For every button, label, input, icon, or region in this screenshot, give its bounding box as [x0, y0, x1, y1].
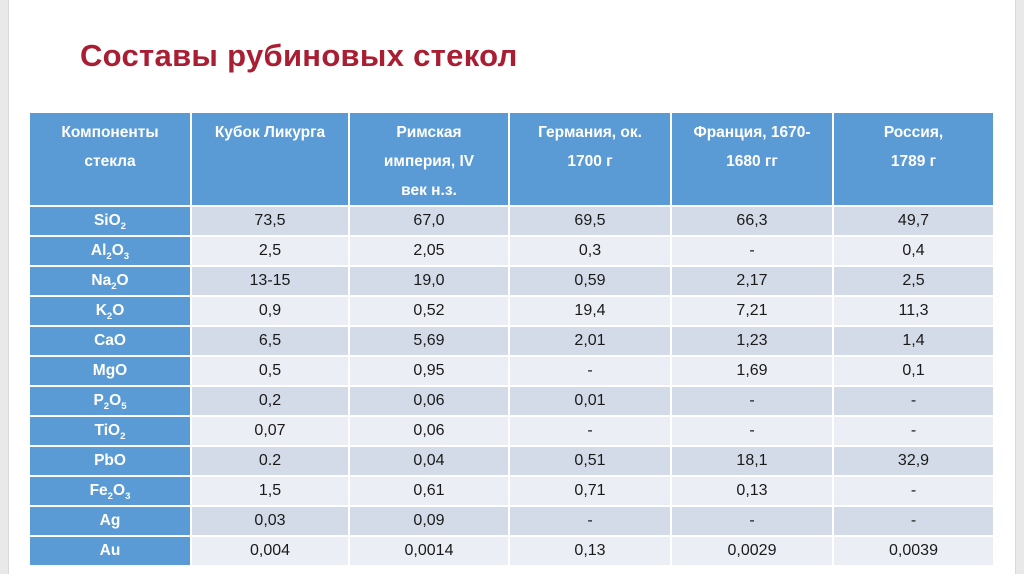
- value-cell: 0,04: [350, 447, 508, 475]
- value-cell: 19,0: [350, 267, 508, 295]
- value-cell: 0,5: [192, 357, 348, 385]
- value-cell: -: [672, 417, 832, 445]
- value-cell: 0,2: [192, 387, 348, 415]
- table-row: MgO 0,5 0,95-1,69 0,1: [30, 357, 993, 385]
- table-row: P2O5 0,2 0,06 0,01- -: [30, 387, 993, 415]
- component-cell: Au: [30, 537, 190, 565]
- value-cell: 0,06: [350, 387, 508, 415]
- value-cell: 0,4: [834, 237, 993, 265]
- value-cell: 2,05: [350, 237, 508, 265]
- value-cell: 49,7: [834, 207, 993, 235]
- table-row: Ag 0,03 0,09- - -: [30, 507, 993, 535]
- value-cell: 2,01: [510, 327, 670, 355]
- page-title: Составы рубиновых стекол: [80, 38, 518, 73]
- value-cell: 0,9: [192, 297, 348, 325]
- value-cell: 1,69: [672, 357, 832, 385]
- table-row: CaO 6,5 5,69 2,01 1,23 1,4: [30, 327, 993, 355]
- value-cell: -: [672, 507, 832, 535]
- table-row: K2O 0,9 0,52 19,4 7,21 11,3: [30, 297, 993, 325]
- value-cell: 7,21: [672, 297, 832, 325]
- value-cell: 0,004: [192, 537, 348, 565]
- table-row: TiO2 0,07 0,06- - -: [30, 417, 993, 445]
- column-header: Франция, 1670- 1680 гг: [672, 113, 832, 205]
- component-cell: MgO: [30, 357, 190, 385]
- value-cell: 1,4: [834, 327, 993, 355]
- value-cell: 2,17: [672, 267, 832, 295]
- value-cell: 6,5: [192, 327, 348, 355]
- value-cell: 0.2: [192, 447, 348, 475]
- composition-table: Компоненты стекла Кубок Ликурга Римская им…: [28, 111, 995, 567]
- value-cell: -: [672, 237, 832, 265]
- value-cell: -: [510, 357, 670, 385]
- value-cell: 19,4: [510, 297, 670, 325]
- component-cell: SiO2: [30, 207, 190, 235]
- table-body: SiO2 73,5 67,0 69,5 66,3 49,7 Al2O3 2,5 2,05 0,3-…: [30, 207, 993, 565]
- value-cell: -: [834, 477, 993, 505]
- component-cell: PbO: [30, 447, 190, 475]
- column-header: Германия, ок. 1700 г: [510, 113, 670, 205]
- column-header: Кубок Ликурга: [192, 113, 348, 205]
- component-cell: Al2O3: [30, 237, 190, 265]
- value-cell: 1,23: [672, 327, 832, 355]
- component-cell: TiO2: [30, 417, 190, 445]
- component-cell: Fe2O3: [30, 477, 190, 505]
- value-cell: 0,03: [192, 507, 348, 535]
- value-cell: 13-15: [192, 267, 348, 295]
- value-cell: -: [510, 417, 670, 445]
- value-cell: 5,69: [350, 327, 508, 355]
- value-cell: 0,07: [192, 417, 348, 445]
- component-cell: Na2O: [30, 267, 190, 295]
- column-header: Компоненты стекла: [30, 113, 190, 205]
- value-cell: 0,0039: [834, 537, 993, 565]
- value-cell: 67,0: [350, 207, 508, 235]
- value-cell: -: [834, 387, 993, 415]
- value-cell: 0,59: [510, 267, 670, 295]
- value-cell: -: [834, 507, 993, 535]
- value-cell: 0,0014: [350, 537, 508, 565]
- value-cell: 0,13: [510, 537, 670, 565]
- value-cell: 0,71: [510, 477, 670, 505]
- component-cell: Ag: [30, 507, 190, 535]
- value-cell: 2,5: [192, 237, 348, 265]
- value-cell: 0,1: [834, 357, 993, 385]
- value-cell: 73,5: [192, 207, 348, 235]
- value-cell: -: [834, 417, 993, 445]
- table-row: Fe2O3 1,5 0,61 0,71 0,13-: [30, 477, 993, 505]
- value-cell: 18,1: [672, 447, 832, 475]
- value-cell: -: [510, 507, 670, 535]
- value-cell: 2,5: [834, 267, 993, 295]
- component-cell: CaO: [30, 327, 190, 355]
- value-cell: 11,3: [834, 297, 993, 325]
- value-cell: 0,09: [350, 507, 508, 535]
- table-row: SiO2 73,5 67,0 69,5 66,3 49,7: [30, 207, 993, 235]
- value-cell: 0,06: [350, 417, 508, 445]
- value-cell: 0,51: [510, 447, 670, 475]
- value-cell: 1,5: [192, 477, 348, 505]
- table-row: PbO 0.2 0,04 0,51 18,1 32,9: [30, 447, 993, 475]
- table-row: Al2O3 2,5 2,05 0,3-0,4: [30, 237, 993, 265]
- component-cell: K2O: [30, 297, 190, 325]
- value-cell: 66,3: [672, 207, 832, 235]
- left-edge-strip: [0, 0, 9, 574]
- value-cell: 0,01: [510, 387, 670, 415]
- table-header: Компоненты стекла Кубок Ликурга Римская им…: [30, 113, 993, 205]
- column-header: Россия, 1789 г: [834, 113, 993, 205]
- column-header: Римская империя, IV век н.з.: [350, 113, 508, 205]
- value-cell: 0,52: [350, 297, 508, 325]
- component-cell: P2O5: [30, 387, 190, 415]
- value-cell: 69,5: [510, 207, 670, 235]
- value-cell: 32,9: [834, 447, 993, 475]
- header-row: Компоненты стекла Кубок Ликурга Римская им…: [30, 113, 993, 205]
- value-cell: 0,95: [350, 357, 508, 385]
- table-row: Na2O 13-15 19,0 0,59 2,17 2,5: [30, 267, 993, 295]
- table-row: Au 0,004 0,0014 0,13 0,0029 0,0039: [30, 537, 993, 565]
- right-edge-strip: [1015, 0, 1024, 574]
- value-cell: 0,3: [510, 237, 670, 265]
- value-cell: 0,13: [672, 477, 832, 505]
- value-cell: 0,61: [350, 477, 508, 505]
- value-cell: -: [672, 387, 832, 415]
- value-cell: 0,0029: [672, 537, 832, 565]
